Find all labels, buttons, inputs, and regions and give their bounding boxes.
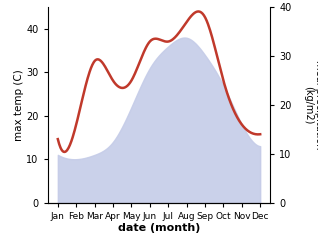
Y-axis label: max temp (C): max temp (C) <box>14 69 24 141</box>
Y-axis label: med. precipitation
(kg/m2): med. precipitation (kg/m2) <box>303 60 318 150</box>
X-axis label: date (month): date (month) <box>118 223 200 233</box>
